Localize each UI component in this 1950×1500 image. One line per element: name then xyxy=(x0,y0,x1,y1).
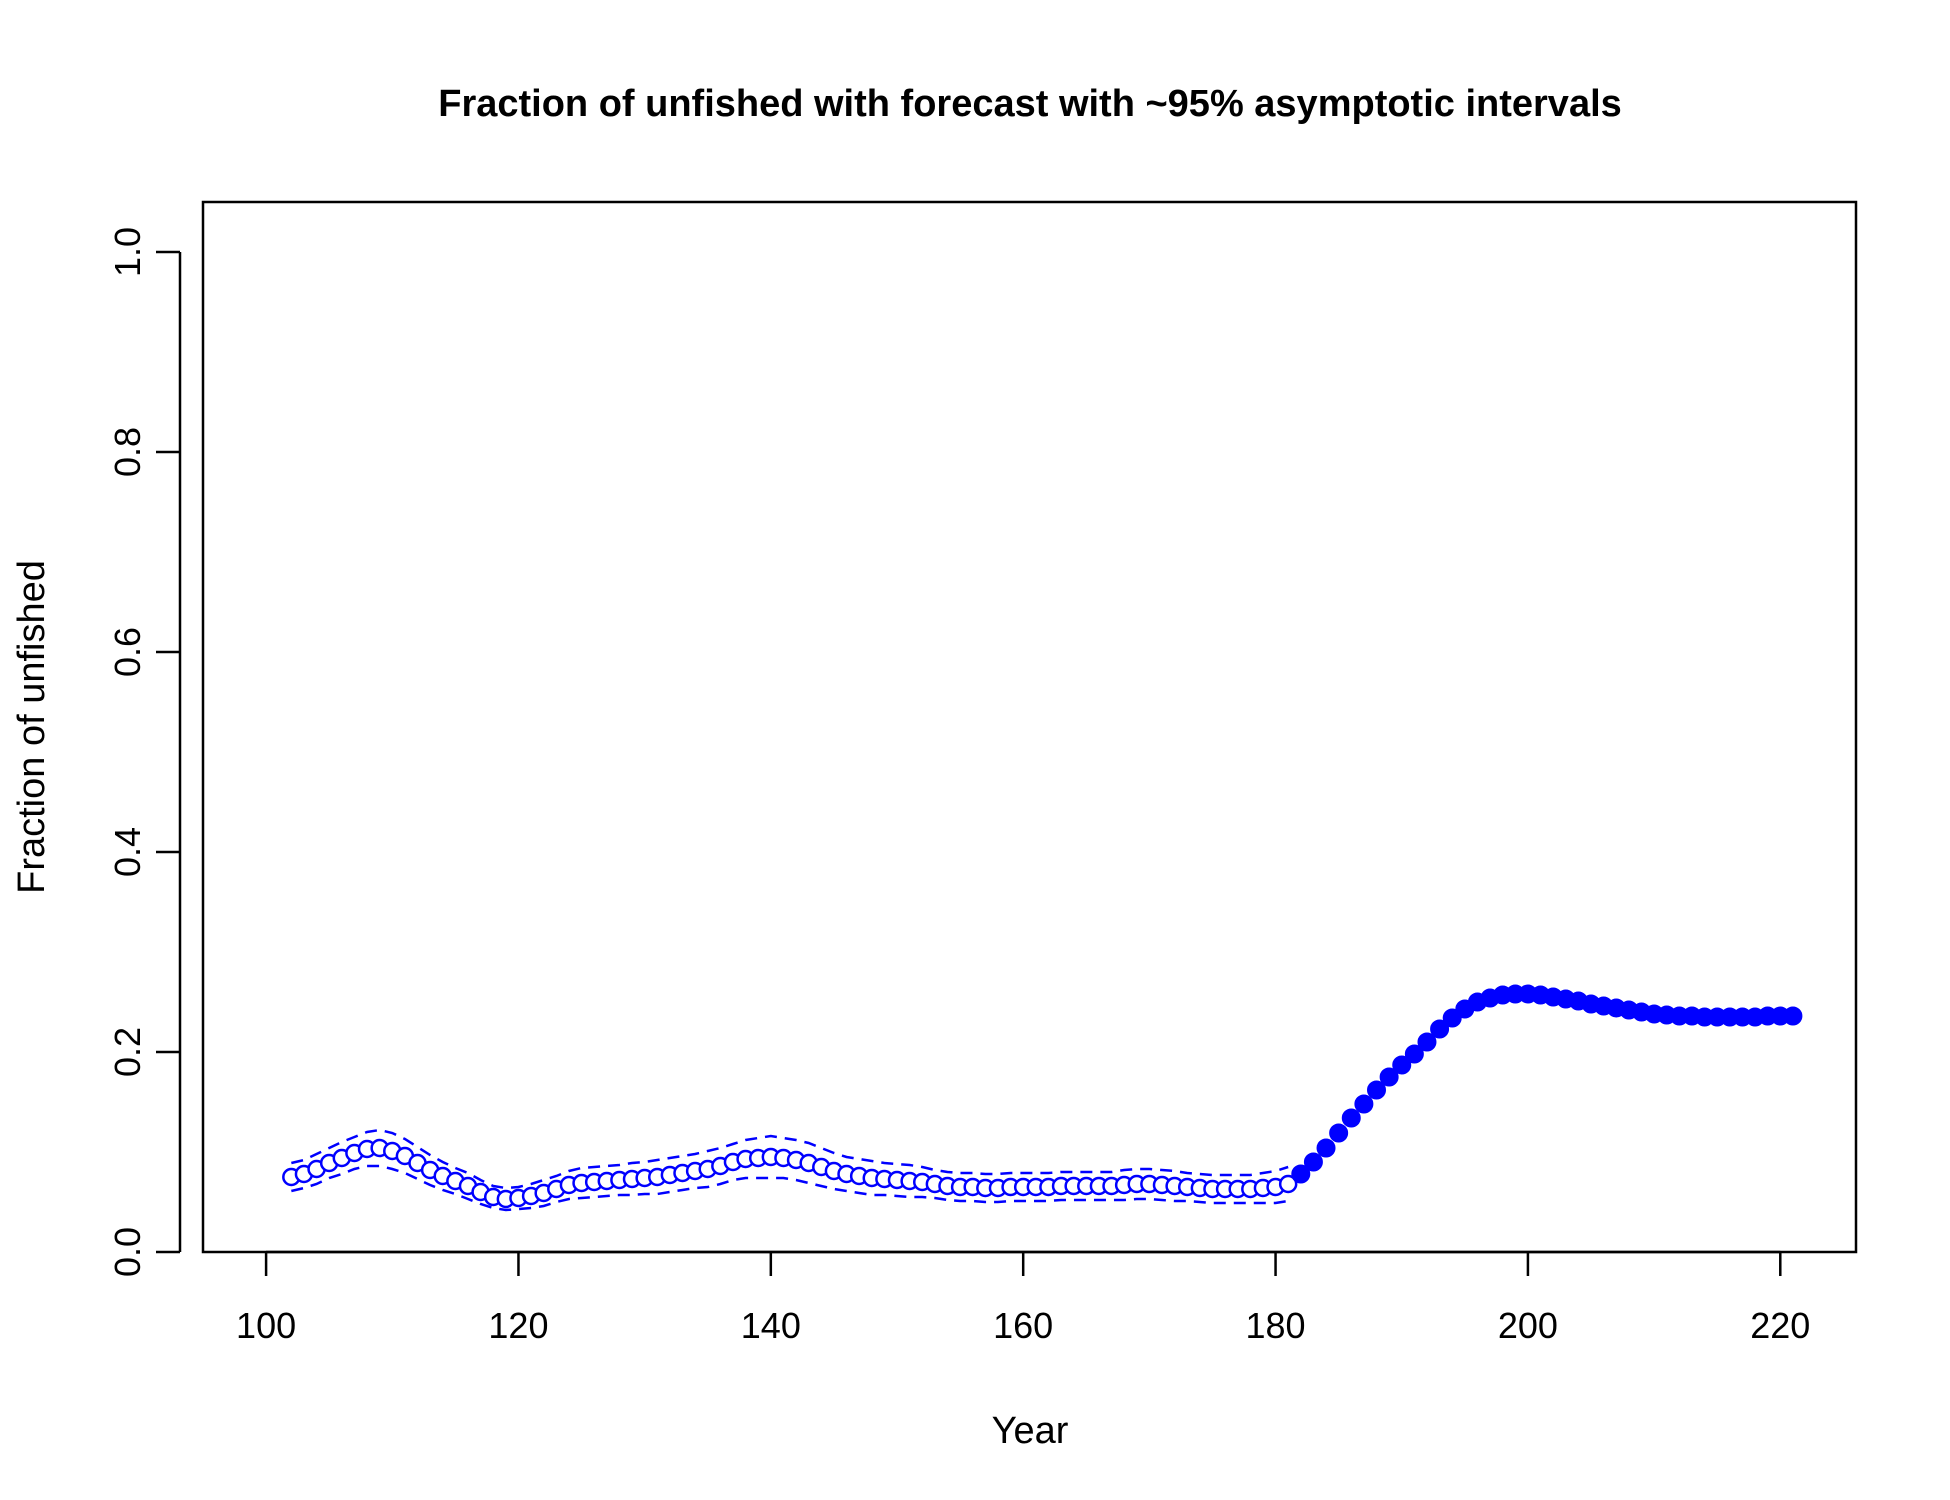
interval-line xyxy=(291,1164,1289,1212)
x-tick-label: 180 xyxy=(1246,1305,1306,1346)
x-tick-label: 220 xyxy=(1750,1305,1810,1346)
plot-marks xyxy=(282,984,1803,1212)
y-axis: 0.0 0.2 0.4 0.6 0.8 1.0 xyxy=(107,227,182,1277)
y-tick-label: 1.0 xyxy=(107,227,148,277)
forecast-point xyxy=(1404,1044,1424,1064)
forecast-point xyxy=(1783,1006,1803,1026)
forecast-point xyxy=(1417,1032,1437,1052)
x-axis-label: Year xyxy=(992,1410,1069,1452)
forecast-point xyxy=(1379,1067,1399,1087)
x-tick-label: 160 xyxy=(993,1305,1053,1346)
y-tick-label: 0.6 xyxy=(107,627,148,677)
forecast-point xyxy=(1291,1164,1311,1184)
x-tick-label: 140 xyxy=(741,1305,801,1346)
forecast-point xyxy=(1329,1123,1349,1143)
plot-frame xyxy=(201,200,1858,1254)
x-axis: 100 120 140 160 180 200 220 xyxy=(236,1250,1810,1346)
estimate-point xyxy=(1278,1174,1298,1194)
forecast-point xyxy=(1367,1080,1387,1100)
interval-line xyxy=(291,1128,1289,1190)
x-tick-label: 120 xyxy=(488,1305,548,1346)
y-tick-label: 0.2 xyxy=(107,1027,148,1077)
forecast-point xyxy=(1341,1108,1361,1128)
y-axis-label: Fraction of unfished xyxy=(11,560,53,894)
y-tick-label: 0.0 xyxy=(107,1227,148,1277)
forecast-point xyxy=(1354,1094,1374,1114)
forecast-point xyxy=(1303,1152,1323,1172)
x-tick-label: 200 xyxy=(1498,1305,1558,1346)
forecast-point xyxy=(1392,1055,1412,1075)
forecast-point xyxy=(1430,1019,1450,1039)
chart-title: Fraction of unfished with forecast with … xyxy=(438,83,1622,125)
y-tick-label: 0.8 xyxy=(107,427,148,477)
y-tick-label: 0.4 xyxy=(107,827,148,877)
forecast-point xyxy=(1316,1138,1336,1158)
x-tick-label: 100 xyxy=(236,1305,296,1346)
